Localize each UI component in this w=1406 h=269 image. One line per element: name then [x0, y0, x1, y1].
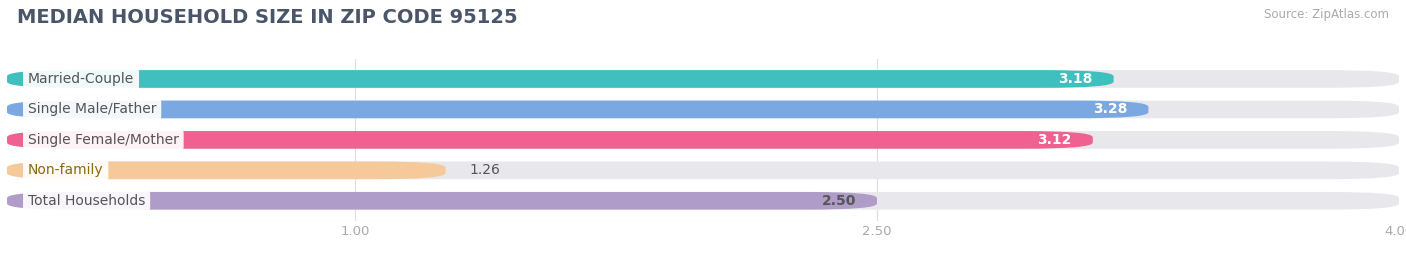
Text: 3.28: 3.28 [1094, 102, 1128, 116]
FancyBboxPatch shape [7, 192, 1399, 210]
Text: Non-family: Non-family [28, 163, 104, 177]
FancyBboxPatch shape [7, 70, 1114, 88]
Text: 2.50: 2.50 [821, 194, 856, 208]
Text: MEDIAN HOUSEHOLD SIZE IN ZIP CODE 95125: MEDIAN HOUSEHOLD SIZE IN ZIP CODE 95125 [17, 8, 517, 27]
FancyBboxPatch shape [7, 131, 1092, 149]
FancyBboxPatch shape [7, 70, 1399, 88]
FancyBboxPatch shape [7, 101, 1399, 118]
Text: Source: ZipAtlas.com: Source: ZipAtlas.com [1264, 8, 1389, 21]
FancyBboxPatch shape [7, 101, 1149, 118]
FancyBboxPatch shape [7, 161, 446, 179]
FancyBboxPatch shape [7, 192, 877, 210]
Text: Single Female/Mother: Single Female/Mother [28, 133, 179, 147]
Text: Single Male/Father: Single Male/Father [28, 102, 156, 116]
FancyBboxPatch shape [7, 131, 1399, 149]
Text: Total Households: Total Households [28, 194, 145, 208]
Text: 3.12: 3.12 [1038, 133, 1071, 147]
Text: 1.26: 1.26 [470, 163, 501, 177]
Text: Married-Couple: Married-Couple [28, 72, 134, 86]
FancyBboxPatch shape [7, 161, 1399, 179]
Text: 3.18: 3.18 [1059, 72, 1092, 86]
